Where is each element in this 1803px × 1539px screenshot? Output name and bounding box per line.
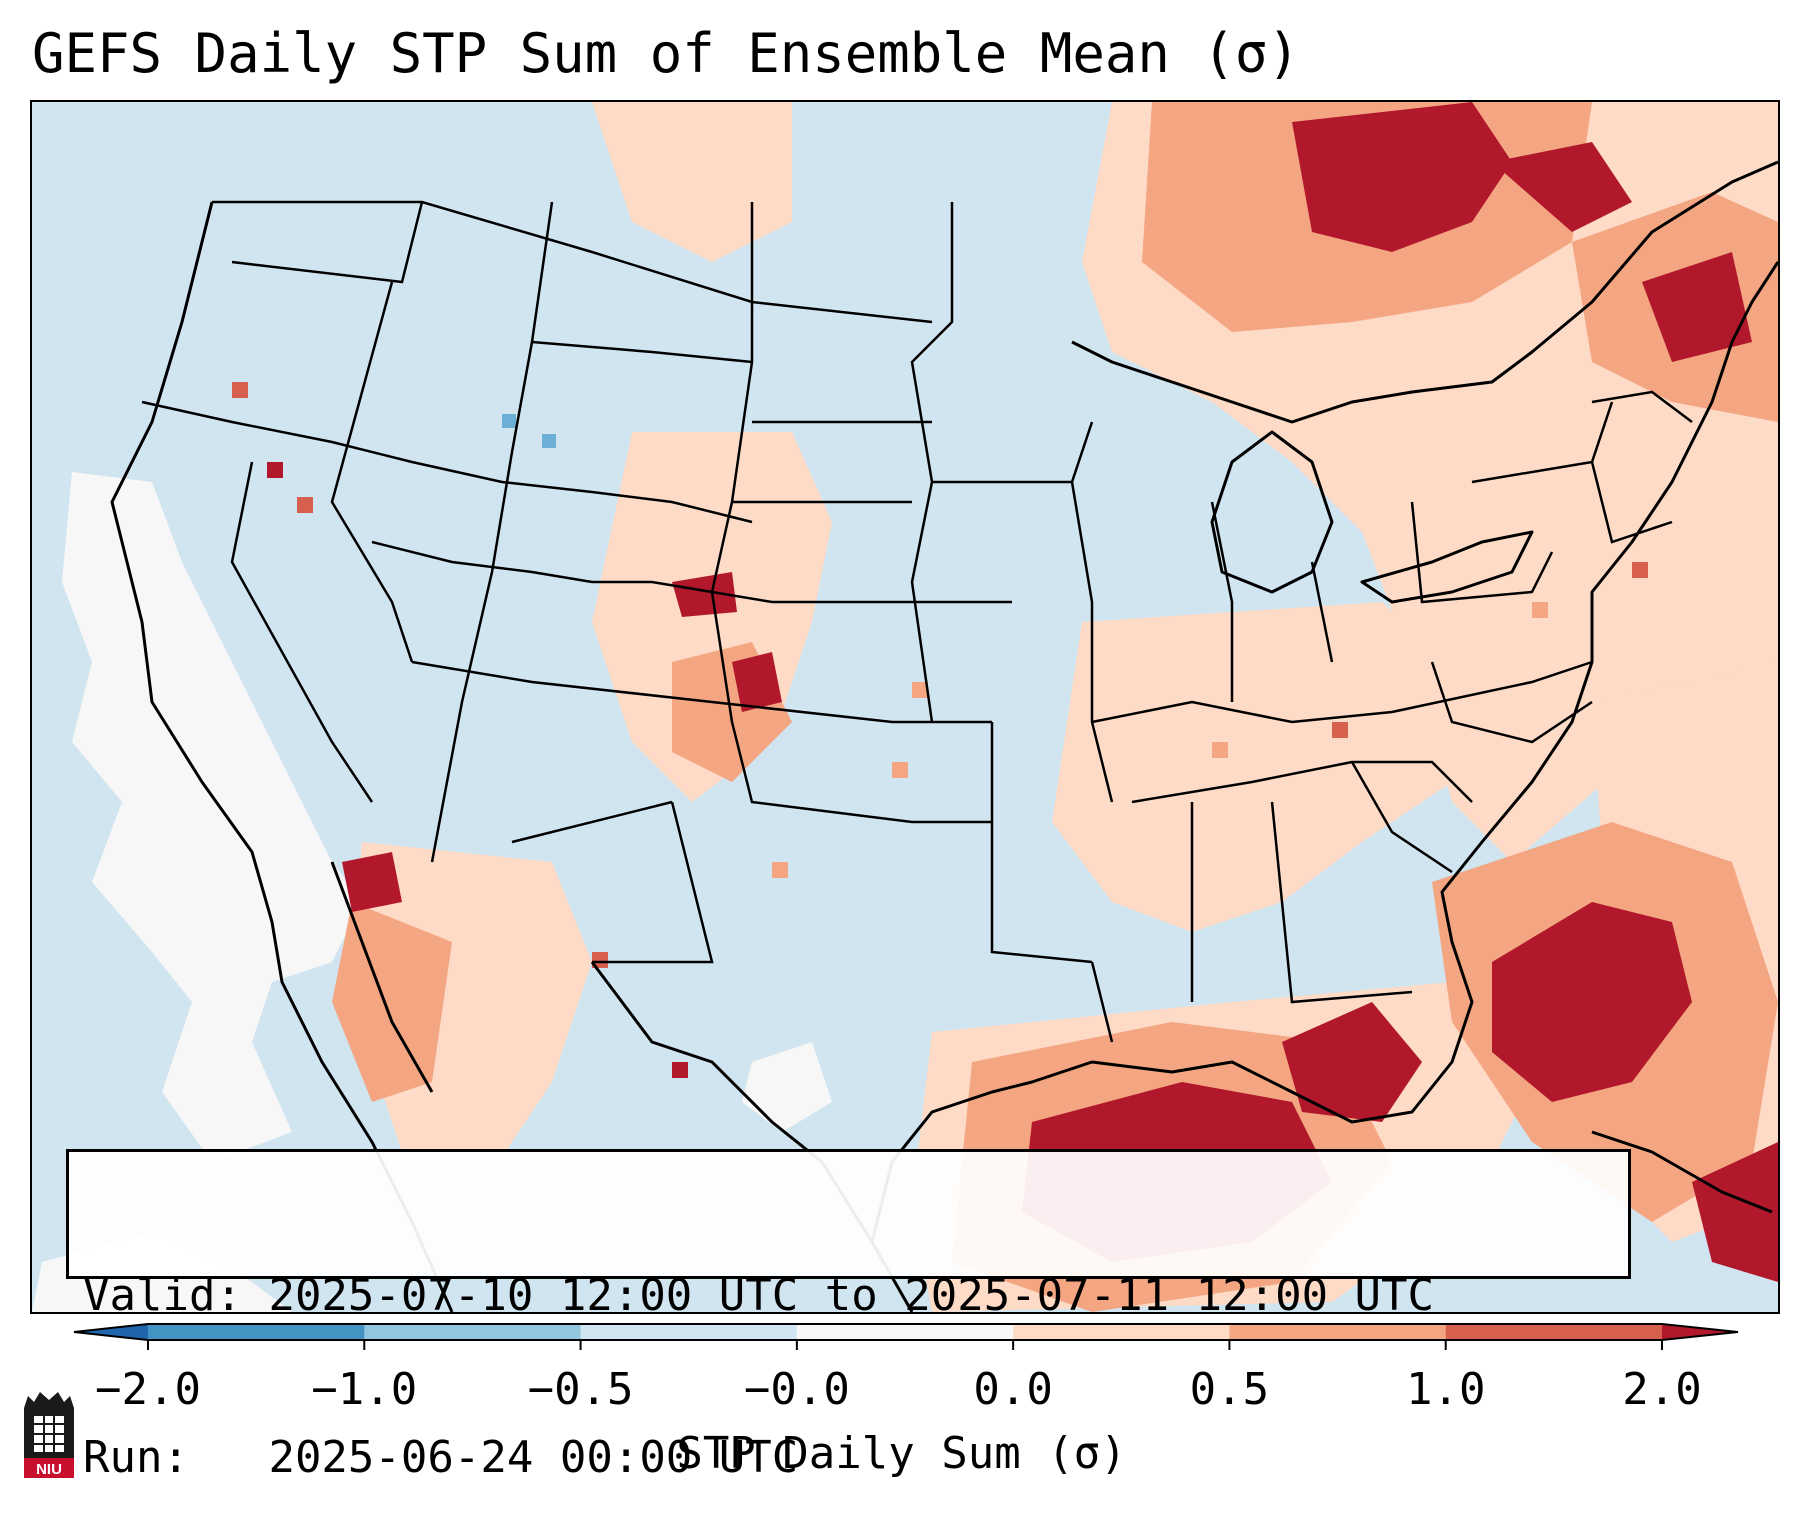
run-label: Run: (83, 1432, 189, 1483)
valid-value: 2025-07-10 12:00 UTC to 2025-07-11 12:00… (268, 1270, 1435, 1321)
niu-logo: NIU (24, 1392, 74, 1478)
colorbar-tick-label: 0.0 (973, 1364, 1053, 1415)
colorbar-tick-label: 2.0 (1622, 1364, 1702, 1415)
valid-run-info-box: Valid: 2025-07-10 12:00 UTC to 2025-07-1… (66, 1149, 1631, 1483)
coastlines (110, 160, 1778, 1312)
logo-text: NIU (36, 1461, 62, 1478)
run-value: 2025-06-24 00:00 UTC (268, 1432, 799, 1483)
valid-line: Valid: 2025-07-10 12:00 UTC to 2025-07-1… (83, 1269, 1628, 1323)
chart-title: GEFS Daily STP Sum of Ensemble Mean (σ) (32, 22, 1300, 85)
map-svg (32, 102, 1778, 1312)
colorbar-tick-label: 0.5 (1189, 1364, 1270, 1415)
state-borders (141, 200, 1693, 1043)
colorbar-tick-label: −2.0 (95, 1364, 201, 1415)
colorbar-tick-label: −1.0 (311, 1364, 418, 1415)
scattered-cells (232, 382, 1648, 1078)
run-line: Run: 2025-06-24 00:00 UTC (83, 1431, 1628, 1485)
valid-label: Valid: (83, 1270, 242, 1321)
colorbar-extend-high (1662, 1324, 1738, 1340)
map-panel (30, 100, 1780, 1314)
colorbar-tick-label: −0.0 (743, 1364, 850, 1415)
colorbar-tick-label: 1.0 (1405, 1364, 1486, 1415)
colorbar-label: STP Daily Sum (σ) (676, 1428, 1127, 1479)
colorbar-tick-label: −0.5 (527, 1364, 634, 1415)
